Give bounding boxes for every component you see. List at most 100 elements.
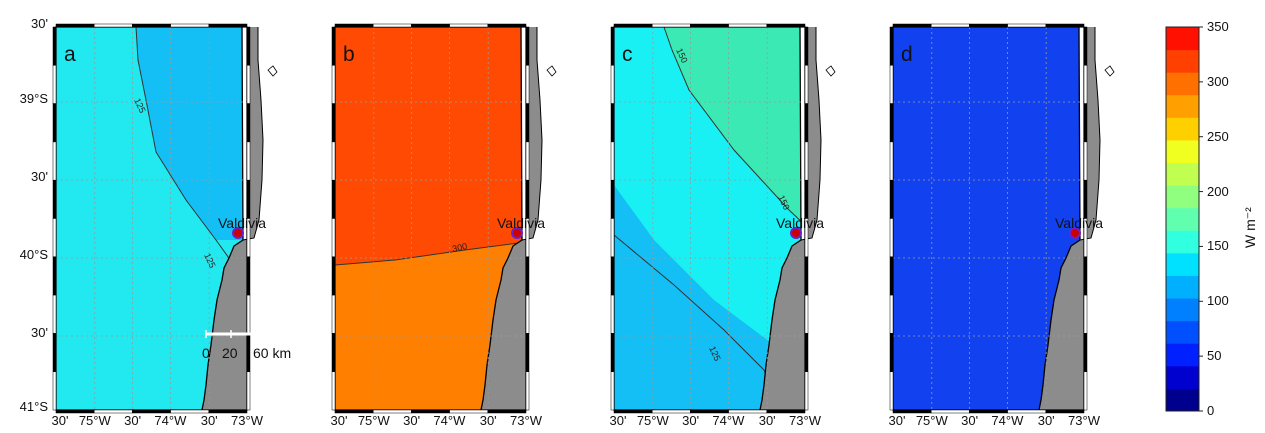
frame-tick xyxy=(331,294,336,334)
frame-tick xyxy=(331,256,336,296)
frame-tick xyxy=(525,371,530,411)
frame-tick xyxy=(331,65,336,104)
colorbar-swatch xyxy=(1166,388,1199,412)
scale-bar-label: 0 xyxy=(202,345,210,361)
frame-tick xyxy=(610,371,615,411)
coastline xyxy=(1079,27,1101,241)
x-tick-label: 75°W xyxy=(357,413,390,428)
frame-tick xyxy=(889,103,894,143)
coastline xyxy=(759,26,802,411)
frame-tick xyxy=(52,26,57,66)
frame-tick xyxy=(610,256,615,296)
frame-tick xyxy=(610,103,615,143)
x-tick-label: 74°W xyxy=(712,413,745,428)
frame-tick xyxy=(55,23,95,28)
x-tick-label: 73°W xyxy=(231,413,263,428)
frame-tick xyxy=(525,26,530,66)
colorbar-swatch xyxy=(1166,320,1199,344)
city-marker xyxy=(232,227,244,239)
city-label: Valdivia xyxy=(218,215,266,231)
frame-tick xyxy=(610,141,615,181)
colorbar-swatch xyxy=(1166,27,1199,51)
colorbar-tick-label: 300 xyxy=(1207,73,1229,89)
y-tick-label: 30' xyxy=(31,16,48,31)
island xyxy=(546,65,557,77)
frame-tick xyxy=(804,141,809,181)
colorbar-swatch xyxy=(1166,298,1199,322)
contour-line xyxy=(334,241,527,266)
frame-tick xyxy=(889,333,894,372)
island xyxy=(825,65,836,77)
contour-label: 300 xyxy=(451,241,468,254)
map-panel-d xyxy=(889,23,1115,414)
sea-region-low xyxy=(614,185,805,410)
frame-tick xyxy=(1083,26,1088,66)
frame-tick xyxy=(804,103,809,143)
frame-tick xyxy=(52,294,57,334)
scale-bar-label: 20 xyxy=(222,345,238,361)
city-marker xyxy=(1069,227,1081,239)
city-label: Valdivia xyxy=(776,215,824,231)
frame-tick xyxy=(1083,141,1088,181)
frame-tick xyxy=(331,26,336,66)
frame-tick xyxy=(610,26,615,66)
x-tick-label: 30' xyxy=(1037,413,1055,428)
frame-tick xyxy=(52,218,57,258)
frame-tick xyxy=(930,23,970,28)
frame-tick xyxy=(892,23,932,28)
sea-region-high xyxy=(136,27,247,240)
frame-tick xyxy=(331,218,336,258)
sea-region-mid xyxy=(614,27,805,345)
x-tick-label: 30' xyxy=(51,413,69,428)
y-tick-label: 39°S xyxy=(19,91,48,106)
y-tick-label: 30' xyxy=(31,169,48,184)
frame-tick xyxy=(1007,23,1047,28)
frame-tick xyxy=(804,294,809,334)
x-tick-label: 30' xyxy=(682,413,700,428)
panel-letter: b xyxy=(343,43,355,66)
coastline xyxy=(242,27,264,241)
frame-tick xyxy=(889,26,894,66)
y-tick-label: 41°S xyxy=(19,399,48,414)
x-tick-label: 74°W xyxy=(154,413,187,428)
colorbar-swatch xyxy=(1166,343,1199,367)
frame-tick xyxy=(52,141,57,181)
frame-tick xyxy=(1083,294,1088,334)
frame-tick xyxy=(487,23,527,28)
frame-tick xyxy=(610,65,615,104)
island xyxy=(1104,65,1115,77)
frame-tick xyxy=(525,333,530,372)
frame-tick xyxy=(331,141,336,181)
frame-tick xyxy=(331,333,336,372)
x-tick-label: 30' xyxy=(479,413,497,428)
colorbar-title: W m⁻² xyxy=(1242,207,1258,248)
frame-tick xyxy=(889,65,894,104)
x-tick-label: 30' xyxy=(888,413,906,428)
frame-tick xyxy=(1045,409,1085,414)
frame-tick xyxy=(804,371,809,411)
frame-tick xyxy=(889,256,894,296)
frame-tick xyxy=(889,371,894,411)
x-tick-label: 30' xyxy=(961,413,979,428)
frame-tick xyxy=(525,256,530,296)
x-tick-label: 30' xyxy=(330,413,348,428)
city-marker xyxy=(511,227,523,239)
x-tick-label: 75°W xyxy=(636,413,669,428)
frame-tick xyxy=(1083,65,1088,104)
frame-tick xyxy=(613,23,653,28)
frame-tick xyxy=(804,256,809,296)
frame-tick xyxy=(651,23,691,28)
frame-tick xyxy=(889,218,894,258)
frame-tick xyxy=(610,333,615,372)
colorbar xyxy=(1165,26,1203,412)
coastline xyxy=(521,27,543,241)
x-tick-label: 73°W xyxy=(789,413,821,428)
x-tick-label: 75°W xyxy=(915,413,948,428)
frame-tick xyxy=(331,371,336,411)
coastline xyxy=(1038,26,1081,411)
frame-tick xyxy=(411,23,450,28)
colorbar-swatch xyxy=(1166,72,1199,96)
